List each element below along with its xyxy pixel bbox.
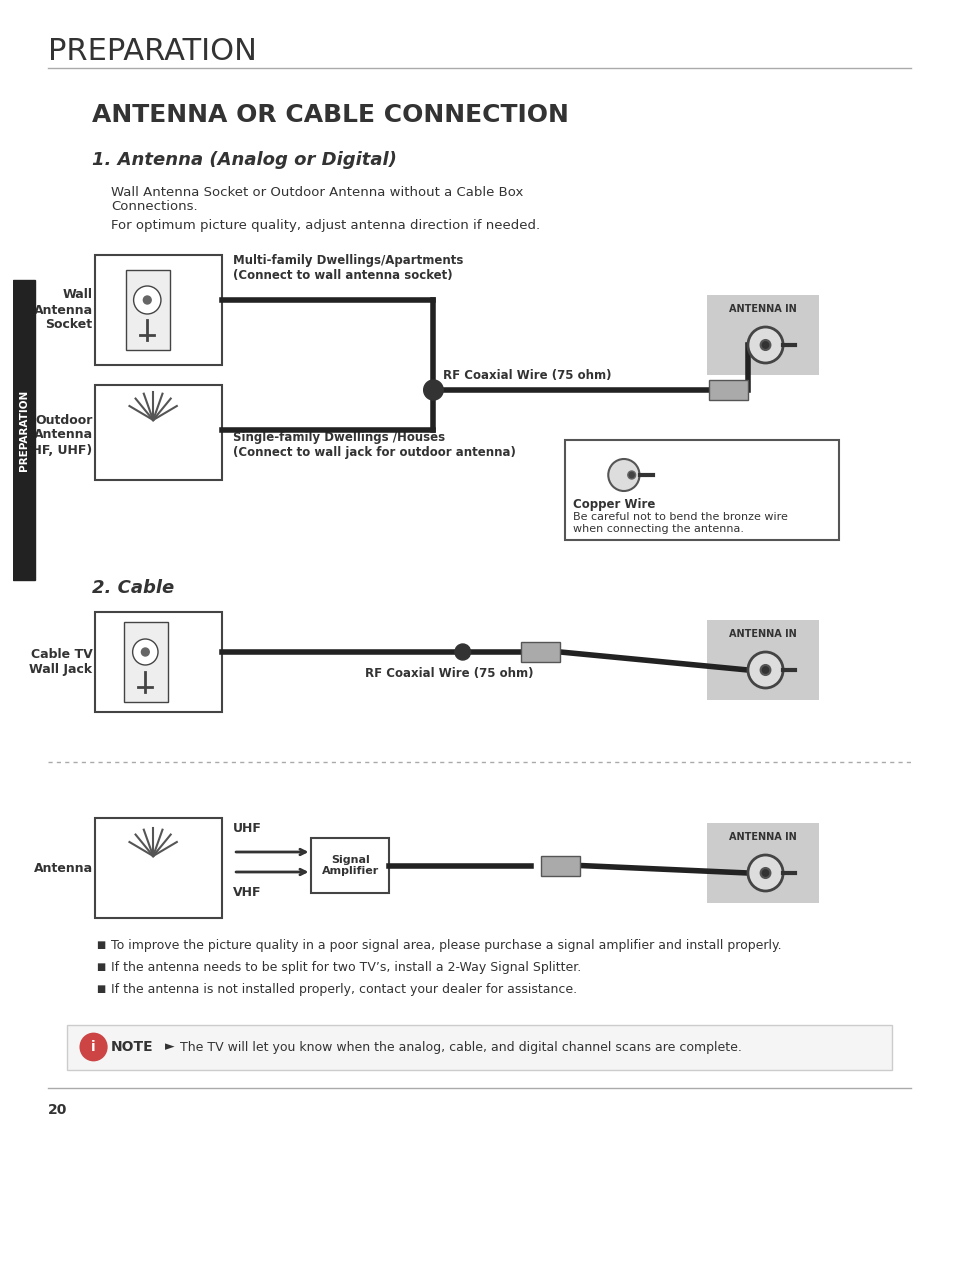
Text: Antenna: Antenna	[33, 861, 92, 875]
Circle shape	[747, 855, 782, 890]
Text: ANTENNA OR CABLE CONNECTION: ANTENNA OR CABLE CONNECTION	[91, 103, 568, 127]
Text: Copper Wire: Copper Wire	[573, 499, 655, 511]
Bar	[708, 380, 747, 399]
Text: Outdoor
Antenna
(VHF, UHF): Outdoor Antenna (VHF, UHF)	[16, 413, 92, 457]
Text: If the antenna is not installed properly, contact your dealer for assistance.: If the antenna is not installed properly…	[112, 982, 577, 996]
Text: 20: 20	[48, 1103, 67, 1117]
Text: Wall Antenna Socket or Outdoor Antenna without a Cable Box: Wall Antenna Socket or Outdoor Antenna w…	[112, 186, 523, 198]
Text: UHF: UHF	[233, 822, 262, 834]
Bar	[520, 642, 559, 661]
Circle shape	[143, 296, 151, 304]
Circle shape	[747, 327, 782, 363]
Text: Wall
Antenna
Socket: Wall Antenna Socket	[33, 289, 92, 332]
Text: Single-family Dwellings /Houses
(Connect to wall jack for outdoor antenna): Single-family Dwellings /Houses (Connect…	[233, 431, 516, 459]
Circle shape	[423, 380, 443, 399]
Bar	[13, 280, 35, 580]
Text: For optimum picture quality, adjust antenna direction if needed.: For optimum picture quality, adjust ante…	[112, 220, 539, 233]
Text: ►: ►	[165, 1040, 174, 1053]
Text: The TV will let you know when the analog, cable, and digital channel scans are c: The TV will let you know when the analog…	[179, 1040, 740, 1053]
Circle shape	[747, 653, 782, 688]
Text: RF Coaxial Wire (75 ohm): RF Coaxial Wire (75 ohm)	[365, 668, 533, 681]
Text: PREPARATION: PREPARATION	[48, 37, 256, 66]
Text: If the antenna needs to be split for two TV’s, install a 2-Way Signal Splitter.: If the antenna needs to be split for two…	[112, 960, 580, 973]
Circle shape	[141, 647, 149, 656]
Bar	[565, 440, 838, 541]
Text: PREPARATION: PREPARATION	[19, 389, 30, 471]
Text: ANTENNA IN: ANTENNA IN	[728, 832, 796, 842]
Circle shape	[132, 639, 158, 665]
Circle shape	[627, 471, 635, 480]
Text: Cable TV
Wall Jack: Cable TV Wall Jack	[30, 647, 92, 675]
Circle shape	[760, 340, 770, 350]
Bar	[706, 823, 819, 903]
Text: VHF: VHF	[233, 885, 261, 898]
Bar	[94, 254, 221, 365]
Text: ■: ■	[96, 962, 106, 972]
Bar	[94, 818, 221, 918]
Bar	[94, 612, 221, 712]
Text: Multi-family Dwellings/Apartments
(Connect to wall antenna socket): Multi-family Dwellings/Apartments (Conne…	[233, 254, 463, 282]
Text: Be careful not to bend the bronze wire
when connecting the antenna.: Be careful not to bend the bronze wire w…	[573, 513, 787, 533]
Bar	[124, 622, 168, 702]
Text: Connections.: Connections.	[112, 201, 197, 214]
Circle shape	[760, 665, 770, 675]
Text: 1. Antenna (Analog or Digital): 1. Antenna (Analog or Digital)	[91, 151, 396, 169]
Text: 2. Cable: 2. Cable	[91, 579, 173, 597]
Bar	[706, 619, 819, 700]
Text: To improve the picture quality in a poor signal area, please purchase a signal a: To improve the picture quality in a poor…	[112, 939, 781, 951]
Bar	[94, 385, 221, 480]
Bar	[311, 838, 389, 893]
Text: i: i	[91, 1040, 95, 1054]
Circle shape	[455, 644, 470, 660]
Circle shape	[81, 1034, 106, 1060]
Text: ■: ■	[96, 985, 106, 993]
Text: NOTE: NOTE	[112, 1040, 153, 1054]
Text: ■: ■	[96, 940, 106, 950]
Circle shape	[760, 868, 770, 878]
Circle shape	[133, 286, 161, 314]
Text: Signal
Amplifier: Signal Amplifier	[321, 855, 378, 876]
Bar	[126, 270, 170, 350]
Bar	[540, 856, 579, 875]
Circle shape	[608, 459, 639, 491]
Bar	[706, 295, 819, 375]
Bar	[67, 1025, 890, 1070]
Text: ANTENNA IN: ANTENNA IN	[728, 628, 796, 639]
Text: ANTENNA IN: ANTENNA IN	[728, 304, 796, 314]
Text: RF Coaxial Wire (75 ohm): RF Coaxial Wire (75 ohm)	[443, 369, 611, 382]
